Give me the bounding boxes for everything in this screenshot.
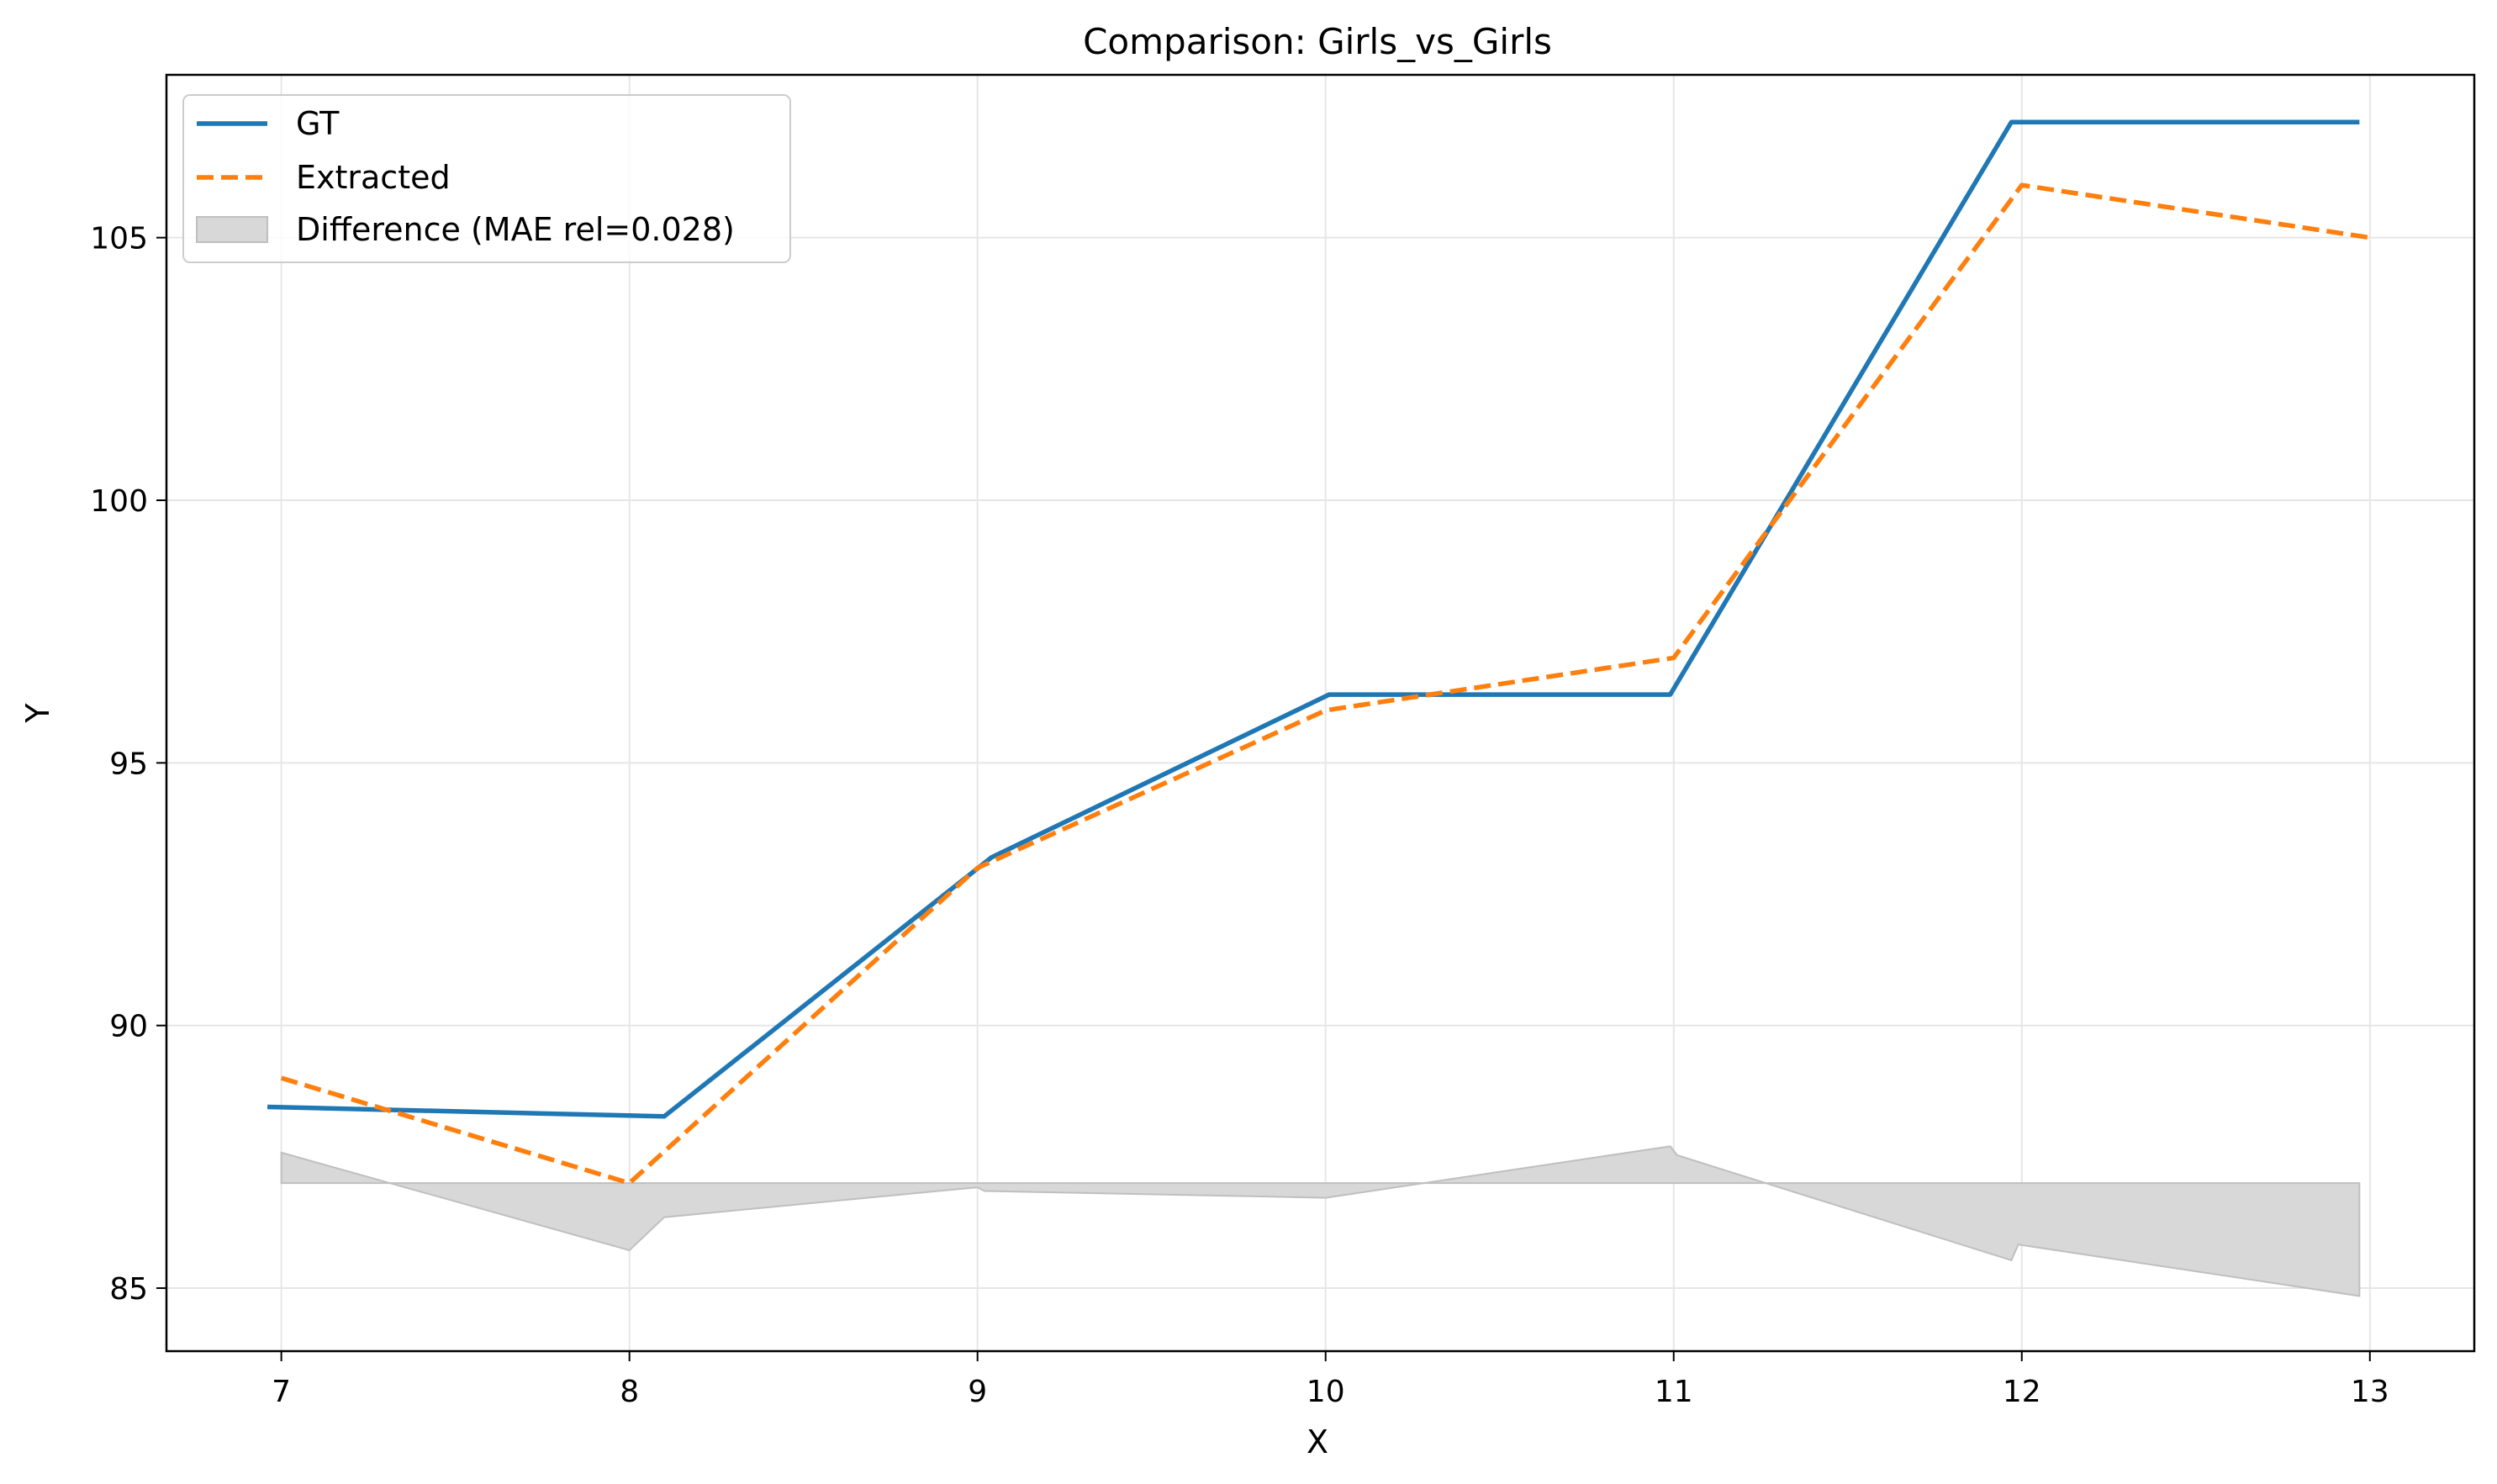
y-tick-label: 95 bbox=[109, 747, 148, 781]
x-tick-label: 13 bbox=[2351, 1375, 2389, 1409]
series-layer bbox=[267, 119, 2371, 1186]
x-tick-label: 9 bbox=[968, 1375, 987, 1409]
x-axis-ticks: 7 8 9 10 11 12 13 bbox=[272, 1351, 2389, 1409]
y-tick-label: 105 bbox=[90, 222, 148, 256]
x-tick-label: 7 bbox=[272, 1375, 291, 1409]
x-axis-label: X bbox=[1307, 1423, 1328, 1460]
chart-title: Comparison: Girls_vs_Girls bbox=[1083, 21, 1552, 62]
legend-difference-swatch bbox=[196, 216, 268, 243]
plot-area bbox=[165, 73, 2476, 1353]
y-axis-label: Y bbox=[19, 703, 56, 724]
x-tick-label: 11 bbox=[1655, 1375, 1693, 1409]
plot-frame bbox=[165, 73, 2476, 1353]
y-axis-ticks: 85 90 95 100 105 bbox=[90, 222, 166, 1307]
grid bbox=[166, 75, 2474, 1351]
series-line-gt bbox=[267, 119, 2360, 1119]
x-tick-label: 10 bbox=[1307, 1375, 1345, 1409]
x-tick-label: 8 bbox=[620, 1375, 639, 1409]
legend-frame bbox=[182, 94, 791, 263]
x-tick-label: 12 bbox=[2003, 1375, 2041, 1409]
legend-gt-label: GT bbox=[296, 105, 340, 142]
y-tick-label: 90 bbox=[109, 1010, 148, 1044]
legend: GT Extracted Difference (MAE rel=0.028) bbox=[182, 94, 791, 263]
y-tick-label: 85 bbox=[109, 1272, 148, 1307]
y-tick-label: 100 bbox=[90, 484, 148, 519]
series-line-extracted bbox=[280, 182, 2371, 1186]
legend-extracted-label: Extracted bbox=[296, 159, 451, 196]
legend-difference-label: Difference (MAE rel=0.028) bbox=[296, 211, 735, 248]
difference-fill-layer bbox=[280, 1145, 2361, 1297]
difference-area bbox=[280, 1145, 2361, 1297]
